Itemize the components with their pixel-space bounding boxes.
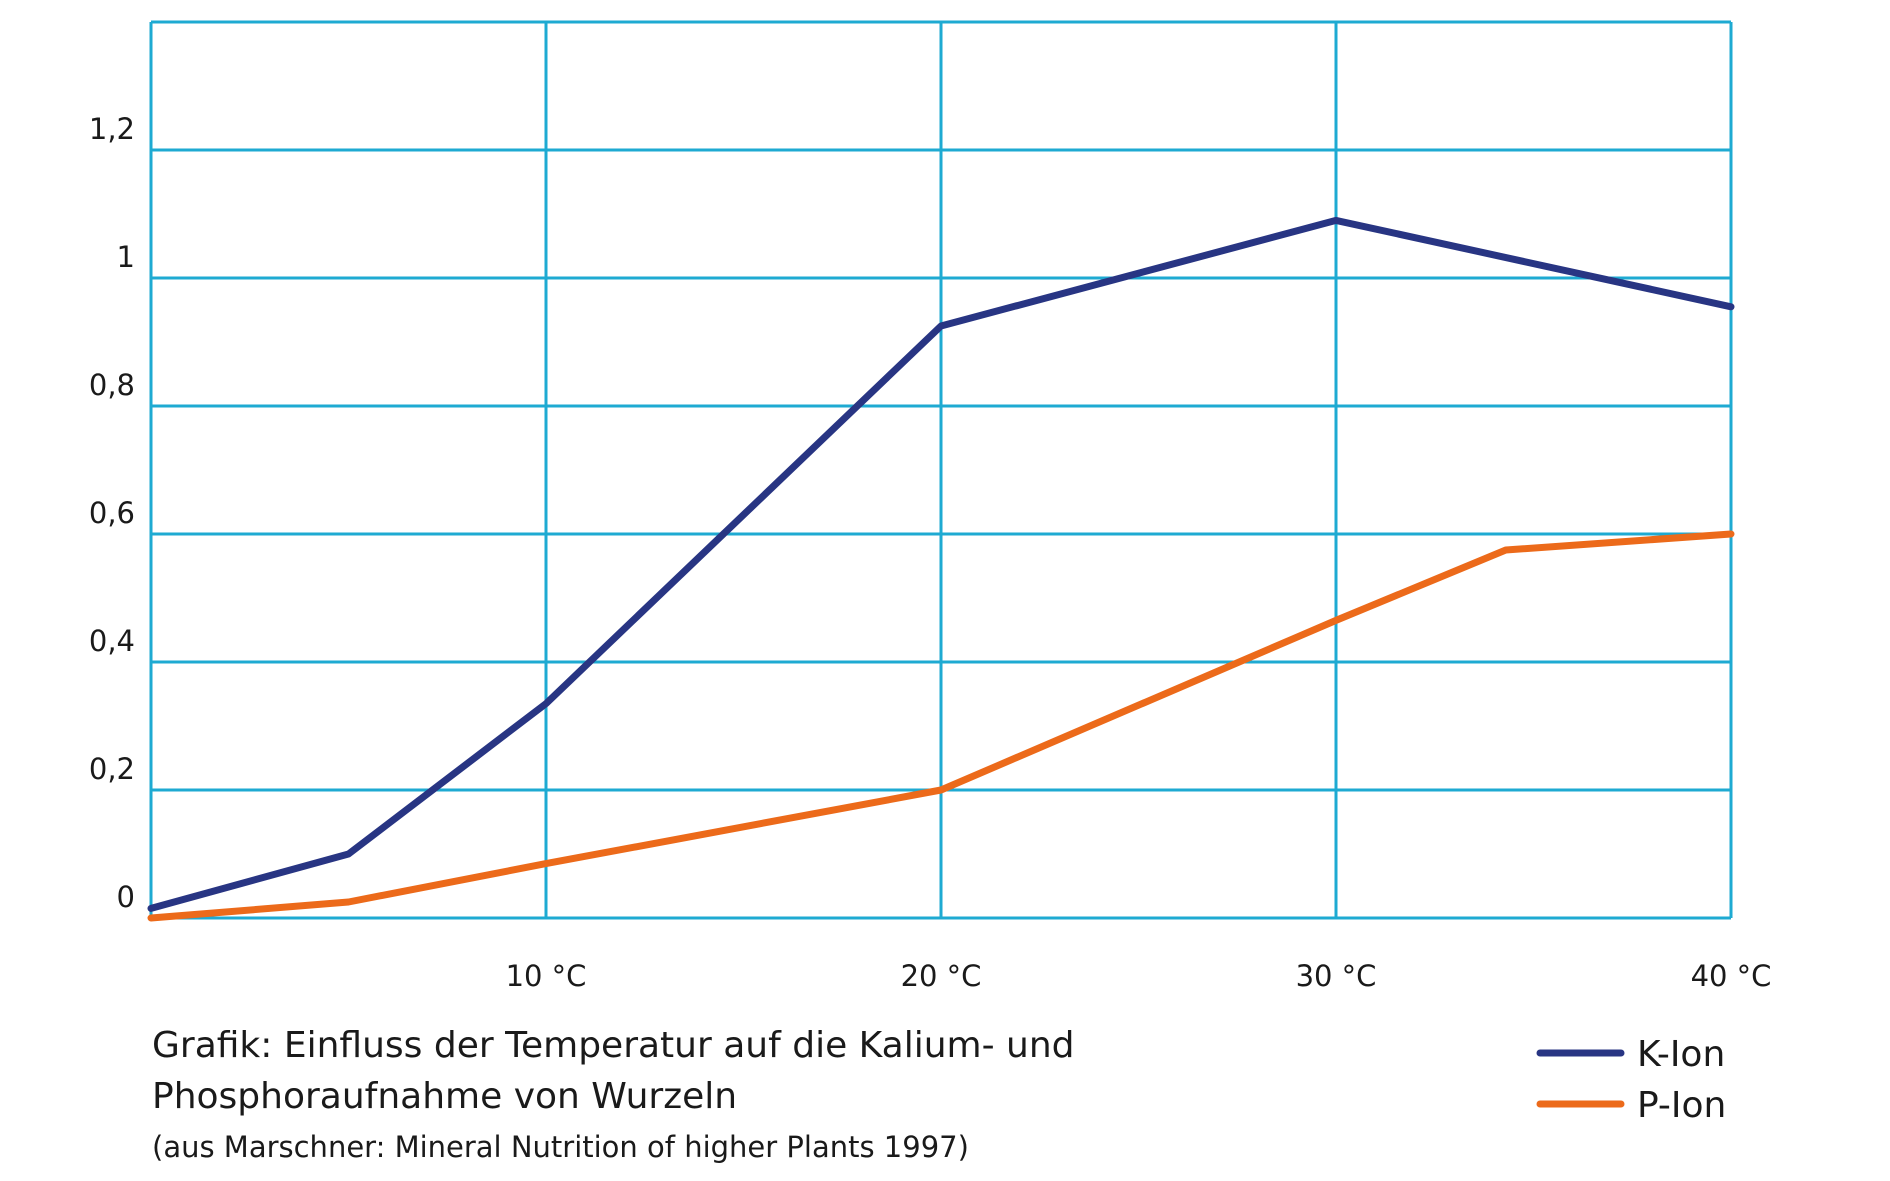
x-tick-label: 20 °C	[901, 959, 982, 993]
plot-area	[147, 216, 1735, 922]
x-tick-label: 40 °C	[1691, 959, 1772, 993]
y-tick-label: 0	[117, 880, 135, 914]
grid	[149, 20, 1733, 920]
caption-source: (aus Marschner: Mineral Nutrition of hig…	[152, 1130, 969, 1164]
y-tick-label: 1	[117, 240, 135, 274]
x-tick-label: 30 °C	[1296, 959, 1377, 993]
legend: K-Ion P-Ion	[1536, 1034, 1726, 1126]
y-tick-label: 0,8	[89, 368, 135, 402]
series-line-1	[147, 216, 1735, 912]
y-tick-label: 0,4	[89, 624, 135, 658]
series-line-2	[147, 530, 1735, 922]
y-tick-label: 0,6	[89, 496, 135, 530]
x-axis: 10 °C 20 °C 30 °C 40 °C	[506, 959, 1772, 993]
legend-label-1: K-Ion	[1637, 1034, 1725, 1075]
caption-line-1: Grafik: Einfluss der Temperatur auf die …	[152, 1025, 1075, 1066]
x-tick-label: 10 °C	[506, 959, 587, 993]
y-tick-label: 0,2	[89, 752, 135, 786]
legend-label-2: P-Ion	[1637, 1085, 1726, 1126]
y-axis: 0 0,2 0,4 0,6 0,8 1 1,2	[89, 112, 135, 914]
caption-line-2: Phosphoraufnahme von Wurzeln	[152, 1076, 737, 1117]
caption: Grafik: Einfluss der Temperatur auf die …	[152, 1025, 1075, 1164]
y-tick-label: 1,2	[89, 112, 135, 146]
